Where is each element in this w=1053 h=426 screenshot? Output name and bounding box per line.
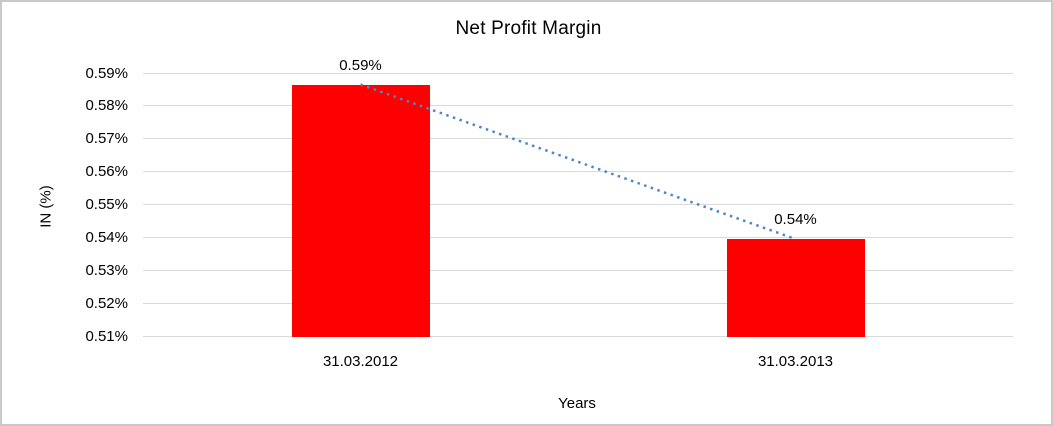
x-tick-label: 31.03.2012 [322, 353, 399, 370]
y-tick-label: 0.58% [85, 97, 128, 115]
gridline [143, 302, 1013, 304]
gridline [143, 171, 1013, 173]
gridline [143, 204, 1013, 205]
y-tick-label: 0.57% [85, 130, 128, 148]
data-label: 0.54% [774, 211, 817, 229]
x-axis-title: Years [558, 395, 596, 412]
y-tick-label: 0.52% [85, 294, 128, 312]
y-tick-label: 0.56% [85, 163, 128, 181]
y-tick-label: 0.53% [85, 261, 128, 279]
gridline [143, 335, 1013, 337]
x-tick-label: 31.03.2013 [757, 353, 834, 370]
gridline [143, 138, 1013, 140]
gridline [143, 269, 1013, 271]
gridline [143, 105, 1013, 107]
y-tick-label: 0.51% [85, 327, 128, 345]
bar-31.03.2013 [726, 239, 865, 337]
bar-31.03.2012 [291, 84, 430, 337]
y-tick-label: 0.59% [85, 64, 128, 82]
y-tick-label: 0.55% [85, 196, 128, 213]
gridline [143, 72, 1013, 74]
y-tick-label: 0.54% [85, 228, 128, 246]
chart-title: Net Profit Margin [455, 18, 602, 39]
data-label: 0.59% [339, 56, 382, 74]
gridline [143, 236, 1013, 238]
